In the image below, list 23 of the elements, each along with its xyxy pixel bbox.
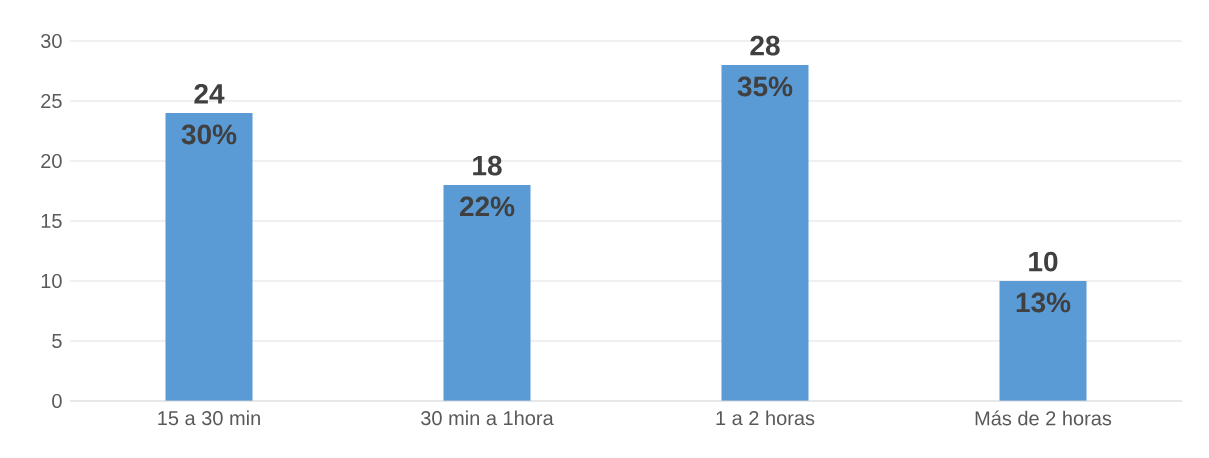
annotation: 13% [1016, 292, 1071, 313]
x-tick-label: 1 a 2 horas [716, 410, 815, 426]
y-tick-label: 5 [52, 334, 62, 348]
y-tick-label: 20 [41, 153, 62, 169]
y-tick-label: 30 [41, 33, 62, 49]
y-tick-label: 25 [41, 93, 62, 109]
data-label: 28 [750, 35, 780, 56]
data-label: 10 [1029, 251, 1058, 272]
annotation: 35% [737, 76, 793, 97]
x-tick-label: Más de 2 horas [975, 410, 1112, 426]
y-tick-label: 0 [52, 393, 62, 409]
bar [165, 113, 253, 401]
y-tick-label: 10 [41, 273, 62, 289]
bar [443, 185, 531, 401]
x-tick-label: 30 min a 1hora [421, 410, 554, 426]
x-tick-label: 15 a 30 min [158, 410, 260, 426]
bar [999, 281, 1087, 401]
annotation: 30% [181, 124, 237, 145]
y-tick-label: 15 [41, 214, 62, 228]
data-label: 18 [473, 155, 502, 176]
annotation: 22% [459, 196, 515, 217]
data-label: 24 [194, 83, 225, 104]
bar [721, 65, 809, 401]
